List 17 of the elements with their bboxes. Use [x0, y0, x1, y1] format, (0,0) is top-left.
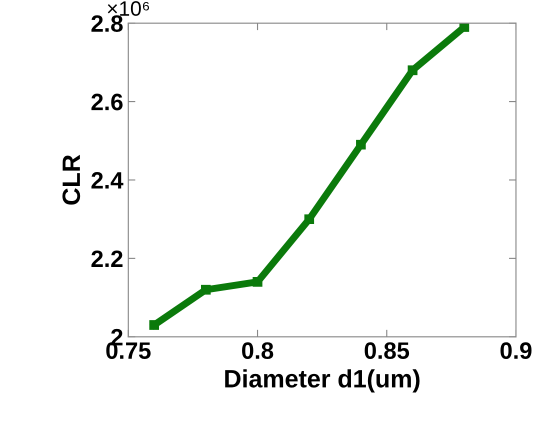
x-tick-label: 0.8 [242, 342, 274, 360]
y-tick-label: 2.2 [91, 250, 123, 267]
y-tick-label: 2.6 [91, 94, 123, 110]
point [459, 23, 470, 32]
x-tick-label: 0.85 [364, 342, 410, 360]
point [408, 65, 418, 76]
text: ×10⁶ [108, 1, 150, 16]
point [200, 284, 211, 295]
y-axis-title: CLR [62, 154, 80, 205]
y-tick-label: 2.8 [91, 15, 123, 32]
y-tick-label: 2.4 [91, 172, 124, 189]
point [252, 277, 262, 287]
point [149, 320, 160, 330]
point [304, 214, 314, 224]
x-axis-title: Diameter d1(um) [225, 369, 420, 393]
x-tick-label: 0.9 [500, 342, 532, 360]
point [356, 140, 366, 150]
